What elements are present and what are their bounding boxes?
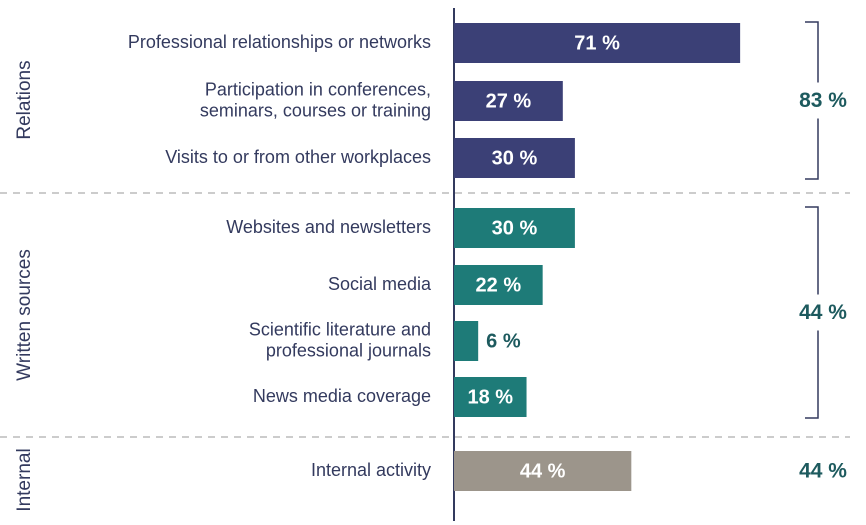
category-label: professional journals: [266, 340, 431, 360]
category-label: Internal activity: [311, 460, 431, 480]
group-total: 44 %: [799, 301, 847, 324]
category-label: Social media: [328, 274, 432, 294]
bar: [454, 451, 632, 491]
bar: [454, 265, 543, 305]
group-total: 83 %: [799, 89, 847, 112]
group-total: 44 %: [799, 460, 847, 483]
group-label: Written sources: [14, 249, 35, 381]
category-label: Professional relationships or networks: [128, 32, 431, 52]
group-label: Internal: [14, 448, 35, 511]
value-label: 44 %: [520, 460, 566, 482]
value-label: 71 %: [574, 32, 620, 54]
value-label: 6 %: [486, 330, 521, 352]
bar: [454, 81, 563, 121]
category-label: seminars, courses or training: [200, 100, 431, 120]
group-bracket: [805, 206, 819, 419]
category-label: Visits to or from other workplaces: [165, 147, 431, 167]
group-bracket: [805, 21, 819, 180]
group-label: Relations: [14, 60, 35, 139]
value-label: 22 %: [476, 274, 522, 296]
bar: [454, 208, 575, 248]
category-label: Participation in conferences,: [205, 79, 431, 99]
value-label: 18 %: [467, 386, 513, 408]
category-label: Websites and newsletters: [226, 217, 431, 237]
value-label: 30 %: [492, 217, 538, 239]
value-label: 27 %: [486, 90, 532, 112]
bar: [454, 138, 575, 178]
bar: [454, 377, 527, 417]
value-label: 30 %: [492, 147, 538, 169]
bar: [454, 23, 741, 63]
category-label: Scientific literature and: [249, 319, 431, 339]
category-label: News media coverage: [253, 386, 431, 406]
bar: [454, 321, 479, 361]
